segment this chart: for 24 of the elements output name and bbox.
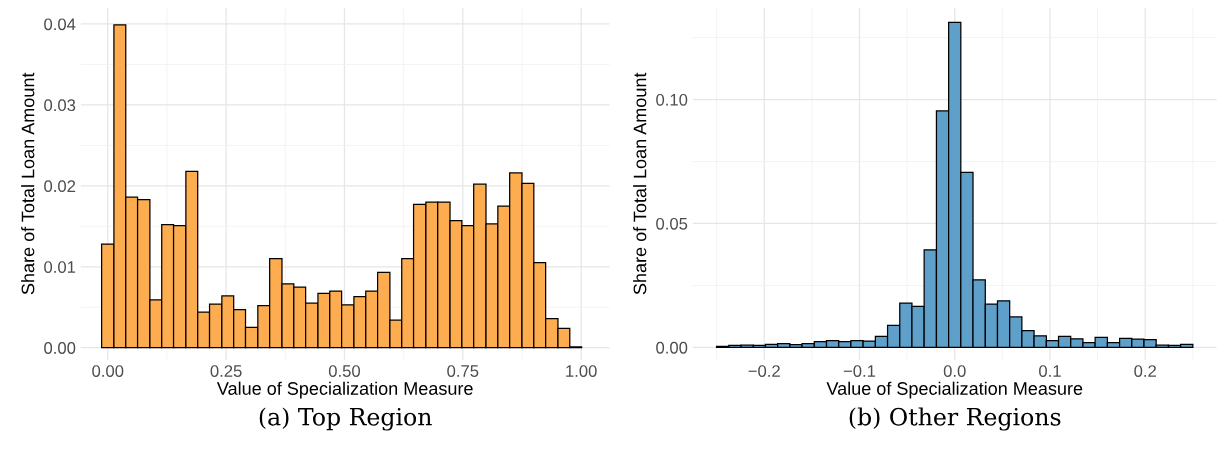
y-tick-label: 0.10: [656, 93, 688, 106]
x-axis-title: Value of Specialization Measure: [216, 381, 473, 399]
x-tick-label: −0.1: [843, 365, 876, 377]
x-tick-label: −0.2: [748, 365, 780, 377]
y-tick-label: 0.03: [44, 99, 76, 112]
y-tick-label: 0.02: [44, 180, 76, 193]
y-axis-title: Share of Total Loan Amount: [21, 72, 35, 295]
text: (a) Top Region: [259, 407, 432, 431]
y-tick-label: 0.01: [44, 261, 76, 273]
text: (b) Other Regions: [849, 407, 1061, 431]
x-tick-label: 0.50: [328, 365, 361, 377]
x-tick-label: 0.00: [92, 365, 124, 377]
x-tick-label: 0.25: [210, 365, 242, 377]
x-tick-label: 1.00: [566, 365, 597, 377]
x-axis-title: Value of Specialization Measure: [826, 381, 1083, 399]
y-tick-label: 0.00: [656, 341, 688, 354]
y-tick-label: 0.00: [44, 342, 76, 354]
x-tick-label: 0.75: [447, 365, 479, 377]
y-tick-label: 0.04: [44, 18, 76, 31]
y-tick-label: 0.05: [656, 217, 688, 230]
x-tick-label: 0.1: [1039, 365, 1061, 377]
x-tick-label: 0.2: [1134, 365, 1156, 377]
y-axis-title: Share of Total Loan Amount: [633, 72, 647, 295]
x-tick-label: 0.0: [943, 365, 966, 377]
